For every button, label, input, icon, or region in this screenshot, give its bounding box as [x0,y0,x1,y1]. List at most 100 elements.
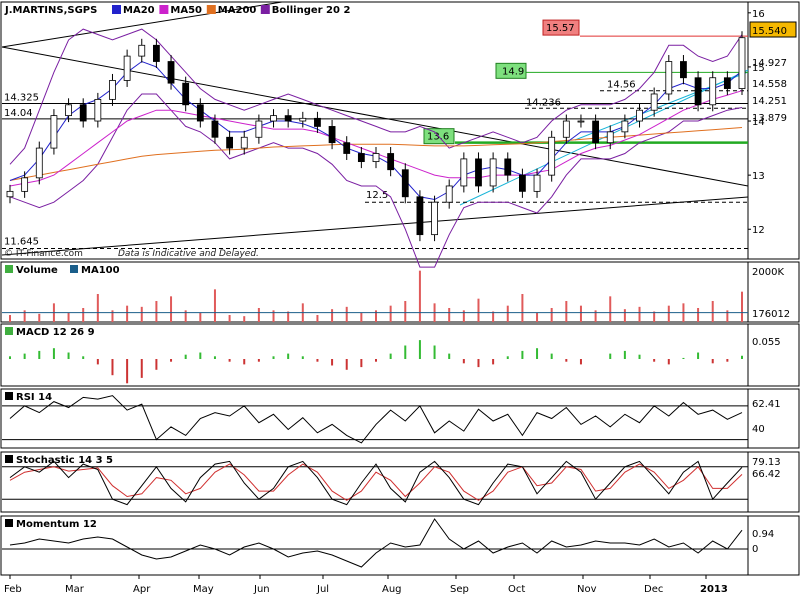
macd-last-value: 0.055 [752,337,781,348]
price-candle-body [621,120,629,133]
trendline-support [1,196,749,256]
level-label-12.5: 12.5 [366,190,388,201]
price-candle-body [709,77,717,106]
right-value-label: 14.558 [752,79,787,90]
price-candle-body [357,153,365,163]
price-candle-body [372,153,380,163]
price-candle-body [548,136,556,176]
stochastic-d-line [9,463,743,501]
stochastic-legend-swatch [5,455,13,463]
price-candle-body [606,131,614,144]
credit-text: © IT-Finance.com [4,249,83,259]
price-ytick-label: 14 [752,117,765,128]
level-label-14.9: 14.9 [502,66,524,77]
month-label-nov: Nov [577,584,597,595]
price-candle-body [314,117,321,127]
rsi-last-value: 62.41 [752,399,781,410]
price-candle-body [182,82,190,106]
price-candle-body [665,61,673,95]
price-candle-body [533,174,541,192]
legend-swatch-ma20 [112,5,121,14]
price-candle-body [577,120,585,123]
volume-legend-swatch [5,265,13,273]
legend-swatch-ma200 [206,5,216,14]
level-label-13.6: 13.6 [427,132,449,143]
price-candle-body [21,177,29,192]
price-candle-body [650,93,658,111]
price-ytick-label: 16 [752,9,765,20]
panel-frame-macd [0,323,800,387]
momentum-title: Momentum 12 [16,519,97,530]
month-label-aug: Aug [382,584,402,595]
right-value-label: 14.927 [752,58,787,69]
price-candle-body [284,115,292,122]
month-label-jul: Jul [316,584,329,595]
price-candle-body [431,201,438,236]
momentum-legend-swatch [5,519,13,527]
panel-frame-sto [0,451,800,513]
price-candle-body [460,158,468,187]
level-label-14.236: 14.236 [526,97,561,108]
momentum-zero-label: 0 [752,544,758,555]
stochastic-k-line [9,460,743,506]
price-candle-body [343,142,351,154]
price-candle-body [152,44,160,62]
trendline-upper [1,1,283,48]
price-candle-body [694,77,702,106]
price-candle-body [445,185,453,203]
panel-frame-vol [0,261,800,323]
level-box-15.57 [542,19,580,36]
rsi-title: RSI 14 [16,392,52,403]
right-value-label: 15.540 [752,26,787,37]
price-candle-body [270,115,277,122]
rsi-legend-swatch [5,392,13,400]
price-candle-body [738,37,746,89]
trendline-cyan-2 [574,71,749,141]
price-candle-body [255,120,263,138]
right-value-label: 14.251 [752,96,787,107]
chart-symbol: J.MARTINS,SGPS [4,5,97,16]
price-candle-body [562,120,570,138]
price-candle-body [79,104,87,122]
price-candle-body [723,77,731,89]
month-label-2013: 2013 [700,584,728,595]
price-candle-body [211,120,219,138]
price-ytick-label: 12 [752,225,765,236]
stochastic-title: Stochastic 14 3 5 [16,455,113,466]
macd-title: MACD 12 26 9 [16,327,95,338]
price-candle-body [6,190,14,198]
price-candle-body [475,158,482,187]
rsi-line [9,395,743,444]
price-candle-body [387,153,395,171]
legend-label-ma200: MA200 [218,5,257,16]
right-value-label: 13.879 [752,113,787,124]
volume-overlay-title: MA100 [81,265,120,276]
momentum-last-value: 0.94 [752,529,774,540]
volume-last-value: 176012 [752,309,790,320]
momentum-line [9,518,743,568]
price-candle-body [123,55,131,81]
legend-label-ma20: MA20 [123,5,155,16]
price-candle-body [226,136,234,149]
bollinger-upper-line [9,28,743,165]
price-candle-body [592,120,599,144]
ma200-line [9,127,743,181]
month-label-sep: Sep [450,584,469,595]
month-label-dec: Dec [644,584,663,595]
price-ytick-label: 13 [752,171,765,182]
volume-title: Volume [16,265,58,276]
level-label-14.04: 14.04 [4,108,33,119]
level-label-15.57: 15.57 [546,23,575,34]
price-candle-body [50,115,58,149]
panel-frame-price [0,1,800,260]
legend-label-bollinger-20-2: Bollinger 20 2 [272,5,351,16]
price-candle-body [401,169,409,198]
legend-swatch-ma50 [159,5,169,14]
price-candle-body [35,147,43,179]
price-candle-body [519,174,526,192]
price-ytick-label: 15 [752,63,765,74]
legend-label-ma50: MA50 [170,5,202,16]
price-candle-body [504,158,512,176]
bollinger-lower-line [9,93,743,268]
